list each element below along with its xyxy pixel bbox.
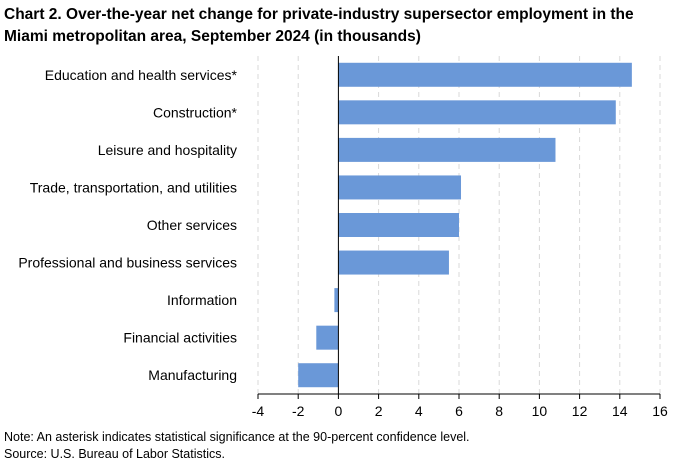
x-tick-label: 8 bbox=[495, 403, 503, 419]
category-labels: Education and health services* Constructi… bbox=[18, 67, 237, 383]
category-label: Education and health services* bbox=[45, 67, 238, 83]
bar bbox=[338, 100, 616, 125]
chart-title-line-1: Chart 2. Over-the-year net change for pr… bbox=[4, 6, 634, 23]
bar bbox=[338, 137, 556, 162]
bar bbox=[334, 288, 339, 313]
category-label: Information bbox=[167, 292, 237, 308]
axes bbox=[257, 56, 661, 399]
x-tick-label: 16 bbox=[652, 403, 668, 419]
x-tick-label: 4 bbox=[415, 403, 423, 419]
chart-footer: Note: An asterisk indicates statistical … bbox=[4, 429, 470, 463]
x-tick-label: 12 bbox=[572, 403, 588, 419]
category-label: Leisure and hospitality bbox=[98, 142, 237, 158]
x-tick-label: -2 bbox=[292, 403, 305, 419]
source-note: Source: U.S. Bureau of Labor Statistics. bbox=[4, 447, 225, 461]
x-tick-label: -4 bbox=[252, 403, 265, 419]
footnote: Note: An asterisk indicates statistical … bbox=[4, 430, 470, 444]
x-tick-label: 14 bbox=[612, 403, 628, 419]
category-label: Manufacturing bbox=[148, 367, 237, 383]
category-label: Other services bbox=[147, 217, 237, 233]
x-tick-label: 6 bbox=[455, 403, 463, 419]
bar bbox=[298, 363, 339, 388]
bar bbox=[338, 213, 459, 237]
tick-labels: -4 -2 0 2 4 6 8 10 12 14 16 bbox=[252, 403, 668, 419]
bar bbox=[316, 325, 339, 350]
category-label: Construction* bbox=[153, 104, 238, 120]
category-label: Financial activities bbox=[123, 330, 237, 346]
bar bbox=[338, 175, 462, 200]
chart-title: Chart 2. Over-the-year net change for pr… bbox=[4, 4, 676, 48]
bars bbox=[298, 62, 632, 388]
bar bbox=[338, 250, 449, 275]
x-tick-label: 10 bbox=[532, 403, 548, 419]
category-label: Trade, transportation, and utilities bbox=[30, 179, 237, 195]
x-tick-label: 0 bbox=[335, 403, 343, 419]
bar bbox=[338, 62, 632, 87]
category-label: Professional and business services bbox=[18, 255, 237, 271]
chart-title-line-2: Miami metropolitan area, September 2024 … bbox=[4, 28, 421, 45]
bar-chart: Education and health services* Constructi… bbox=[18, 56, 668, 419]
x-tick-label: 2 bbox=[375, 403, 383, 419]
